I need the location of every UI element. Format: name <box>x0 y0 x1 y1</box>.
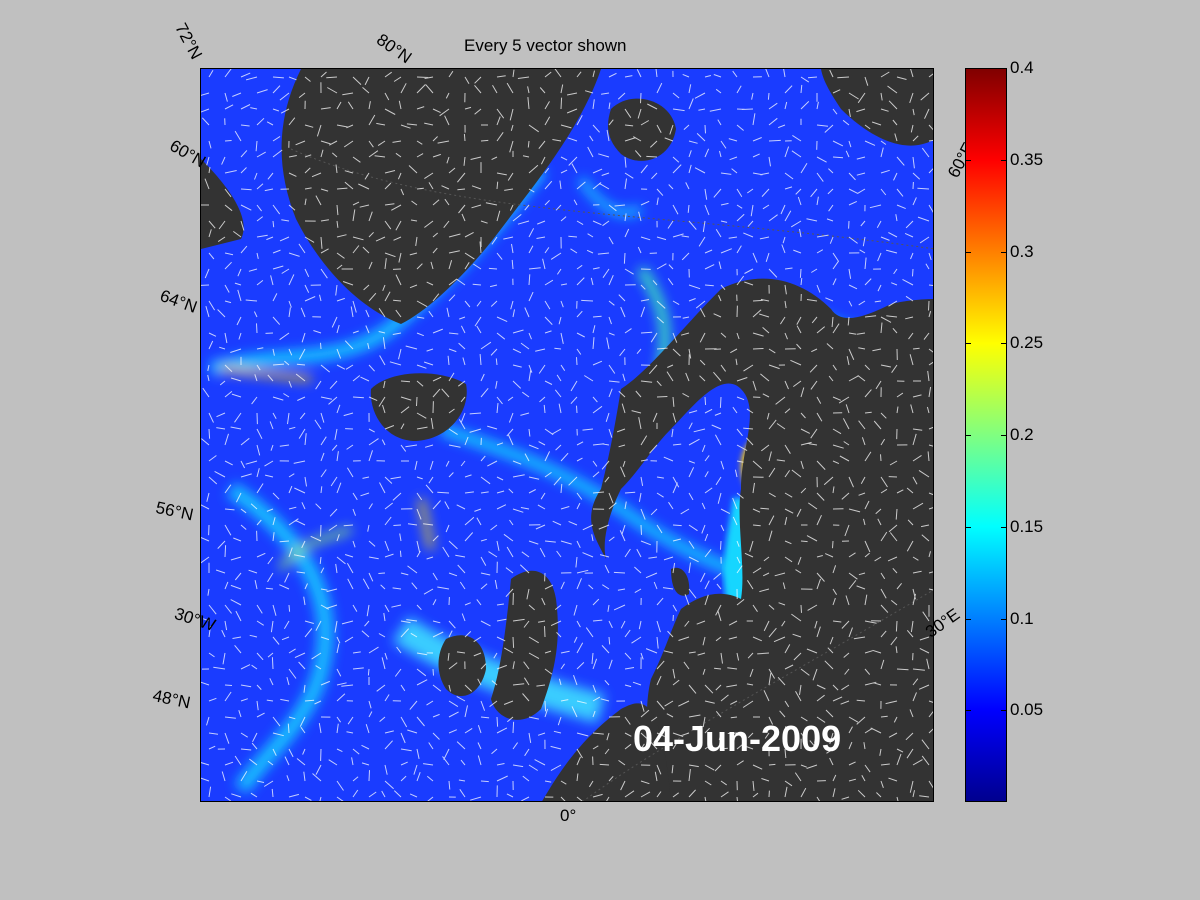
colorbar-tick-mark <box>965 159 971 161</box>
colorbar-tick-label: 0.15 <box>1010 516 1044 536</box>
colorbar-tick-mark <box>965 526 971 528</box>
lat-label-72n: 72°N <box>171 20 206 63</box>
colorbar-tick-mark <box>1001 435 1007 436</box>
lat-label-48n: 48°N <box>151 686 193 713</box>
colorbar-tick-mark <box>1001 526 1007 528</box>
colorbar-tick-label: 0.1 <box>1010 608 1034 628</box>
colorbar-tick-mark <box>965 251 971 253</box>
colorbar-tick-mark <box>965 68 971 69</box>
colorbar-tick-label: 0.4 <box>1010 58 1034 77</box>
colorbar-tick-mark <box>1001 343 1007 345</box>
lat-label-64n: 64°N <box>157 286 200 317</box>
colorbar-tick-mark <box>1001 251 1007 253</box>
colorbar-tick-mark <box>1001 618 1007 620</box>
colorbar-tick-mark <box>1001 159 1007 161</box>
colorbar-tick-mark <box>1001 710 1007 712</box>
colorbar-tick-mark <box>1001 68 1007 69</box>
colorbar-tick-label: 0.05 <box>1010 700 1044 720</box>
current-speed-map <box>200 68 934 802</box>
lat-label-56n: 56°N <box>154 498 196 525</box>
colorbar-tick-label: 0.35 <box>1010 149 1044 169</box>
colorbar-tick-mark <box>965 343 971 345</box>
colorbar-tick-mark <box>965 618 971 620</box>
colorbar-tick-mark <box>965 710 971 712</box>
colorbar-tick-mark <box>965 435 971 436</box>
vector-arrows <box>201 69 933 801</box>
colorbar-tick-label: 0.2 <box>1010 425 1034 444</box>
plot-title: Every 5 vector shown <box>464 36 627 55</box>
date-label: 04-Jun-2009 <box>633 718 842 759</box>
lat-label-80n: 80°N <box>373 30 416 68</box>
velocity-vectors <box>201 69 933 801</box>
colorbar-tick-label: 0.3 <box>1010 241 1034 261</box>
colorbar-tick-label: 0.25 <box>1010 333 1044 353</box>
lon-label-0: 0° <box>560 806 577 825</box>
